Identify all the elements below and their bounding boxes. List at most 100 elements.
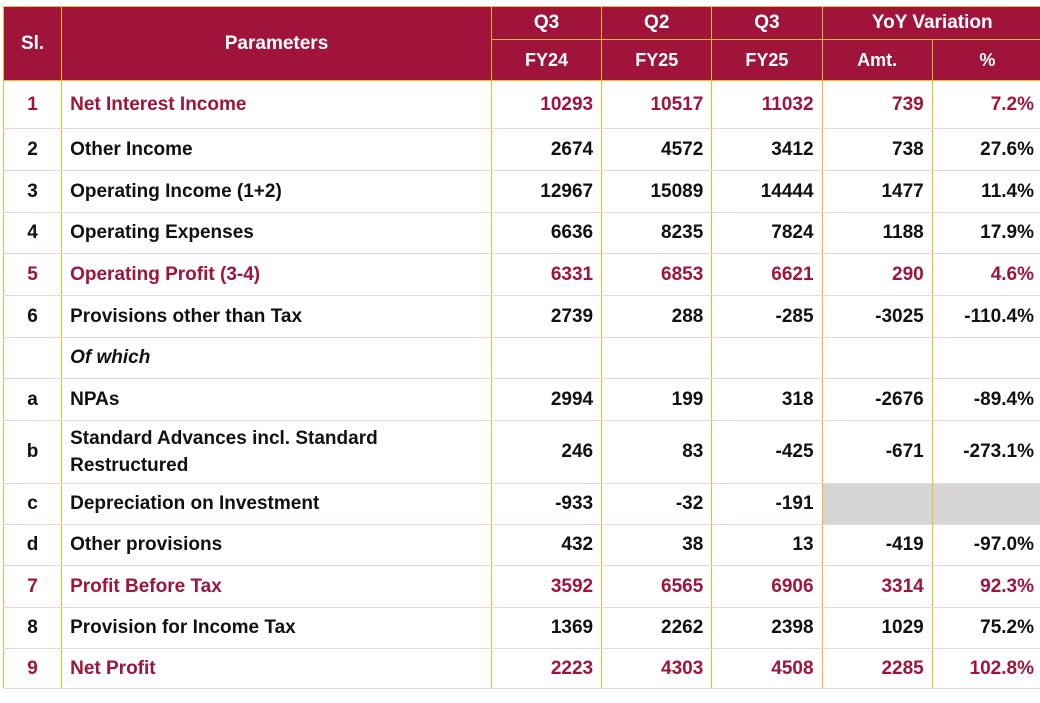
row-yoy-amt: 1029 (822, 608, 932, 649)
header-col1-year: FY24 (491, 40, 601, 81)
row-q3fy25: 2398 (712, 608, 822, 649)
header-parameters: Parameters (62, 7, 492, 81)
row-sl: 5 (4, 254, 62, 296)
row-parameter: Profit Before Tax (62, 566, 492, 608)
row-q3fy25: 7824 (712, 213, 822, 254)
row-q2fy25: 288 (602, 296, 712, 338)
header-pct: % (932, 40, 1040, 81)
row-sl: 9 (4, 649, 62, 689)
table-row: 6 Provisions other than Tax 2739 288 -28… (4, 296, 1040, 338)
row-yoy-pct (932, 338, 1040, 379)
row-q3fy24: -933 (491, 484, 601, 525)
row-yoy-amt: 290 (822, 254, 932, 296)
row-q3fy25 (712, 338, 822, 379)
row-sl: 8 (4, 608, 62, 649)
row-yoy-pct: 4.6% (932, 254, 1040, 296)
row-q3fy24: 10293 (491, 81, 601, 129)
row-parameter: Net Profit (62, 649, 492, 689)
header-amt: Amt. (822, 40, 932, 81)
row-yoy-amt: 739 (822, 81, 932, 129)
row-parameter: Net Interest Income (62, 81, 492, 129)
row-yoy-amt: -419 (822, 525, 932, 566)
row-parameter: Of which (62, 338, 492, 379)
row-q2fy25: 199 (602, 379, 712, 421)
row-q3fy25: 13 (712, 525, 822, 566)
row-yoy-pct: 7.2% (932, 81, 1040, 129)
row-q2fy25: 83 (602, 421, 712, 484)
row-yoy-amt: -2676 (822, 379, 932, 421)
row-parameter: Operating Expenses (62, 213, 492, 254)
row-yoy-pct: 27.6% (932, 129, 1040, 171)
row-yoy-pct: 102.8% (932, 649, 1040, 689)
row-sl: d (4, 525, 62, 566)
table-row: 9 Net Profit 2223 4303 4508 2285 102.8% (4, 649, 1040, 689)
row-sl: 2 (4, 129, 62, 171)
row-q2fy25: 38 (602, 525, 712, 566)
row-q3fy24: 3592 (491, 566, 601, 608)
row-sl: c (4, 484, 62, 525)
row-parameter: Other provisions (62, 525, 492, 566)
header-sl: Sl. (4, 7, 62, 81)
row-parameter: Operating Profit (3-4) (62, 254, 492, 296)
table-row: c Depreciation on Investment -933 -32 -1… (4, 484, 1040, 525)
row-yoy-amt: 1188 (822, 213, 932, 254)
row-q2fy25: 15089 (602, 171, 712, 213)
row-yoy-pct: 75.2% (932, 608, 1040, 649)
row-yoy-amt: -3025 (822, 296, 932, 338)
row-yoy-amt: 3314 (822, 566, 932, 608)
row-q3fy25: 4508 (712, 649, 822, 689)
table-row: 7 Profit Before Tax 3592 6565 6906 3314 … (4, 566, 1040, 608)
row-sl: 6 (4, 296, 62, 338)
row-q2fy25: 6853 (602, 254, 712, 296)
table-row: a NPAs 2994 199 318 -2676 -89.4% (4, 379, 1040, 421)
row-q3fy24: 6636 (491, 213, 601, 254)
row-q3fy24: 2223 (491, 649, 601, 689)
row-q2fy25: 4303 (602, 649, 712, 689)
row-q3fy25: 6621 (712, 254, 822, 296)
row-q3fy25: 318 (712, 379, 822, 421)
row-sl: 7 (4, 566, 62, 608)
row-yoy-amt: -671 (822, 421, 932, 484)
row-q3fy25: -191 (712, 484, 822, 525)
row-parameter: Other Income (62, 129, 492, 171)
row-q3fy24: 432 (491, 525, 601, 566)
row-yoy-pct: -97.0% (932, 525, 1040, 566)
table-row: 3 Operating Income (1+2) 12967 15089 144… (4, 171, 1040, 213)
row-parameter: Operating Income (1+2) (62, 171, 492, 213)
row-yoy-pct: -273.1% (932, 421, 1040, 484)
row-q3fy25: -425 (712, 421, 822, 484)
row-parameter: Provision for Income Tax (62, 608, 492, 649)
row-q2fy25: 2262 (602, 608, 712, 649)
row-yoy-pct: -89.4% (932, 379, 1040, 421)
row-q3fy24: 1369 (491, 608, 601, 649)
row-q3fy25: 14444 (712, 171, 822, 213)
row-parameter: Depreciation on Investment (62, 484, 492, 525)
table-row: Of which (4, 338, 1040, 379)
row-sl: 3 (4, 171, 62, 213)
row-q3fy24: 2994 (491, 379, 601, 421)
row-q2fy25: 8235 (602, 213, 712, 254)
header-yoy-variation: YoY Variation (822, 7, 1040, 40)
row-q3fy24: 12967 (491, 171, 601, 213)
row-q3fy24: 6331 (491, 254, 601, 296)
row-parameter: NPAs (62, 379, 492, 421)
row-q3fy24: 246 (491, 421, 601, 484)
header-col3-year: FY25 (712, 40, 822, 81)
row-yoy-amt: 1477 (822, 171, 932, 213)
row-q2fy25: 6565 (602, 566, 712, 608)
row-yoy-amt (822, 484, 932, 525)
row-parameter: Standard Advances incl. Standard Restruc… (62, 421, 492, 484)
header-col2-year: FY25 (602, 40, 712, 81)
row-sl (4, 338, 62, 379)
row-q3fy25: 11032 (712, 81, 822, 129)
row-sl: 4 (4, 213, 62, 254)
row-q3fy24: 2739 (491, 296, 601, 338)
table-row: 2 Other Income 2674 4572 3412 738 27.6% (4, 129, 1040, 171)
table-row: 8 Provision for Income Tax 1369 2262 239… (4, 608, 1040, 649)
table-row: d Other provisions 432 38 13 -419 -97.0% (4, 525, 1040, 566)
row-sl: a (4, 379, 62, 421)
row-q2fy25: 10517 (602, 81, 712, 129)
financial-results-table: Sl. Parameters Q3 Q2 Q3 YoY Variation FY… (3, 6, 1040, 689)
table-row: 4 Operating Expenses 6636 8235 7824 1188… (4, 213, 1040, 254)
table-row: 5 Operating Profit (3-4) 6331 6853 6621 … (4, 254, 1040, 296)
